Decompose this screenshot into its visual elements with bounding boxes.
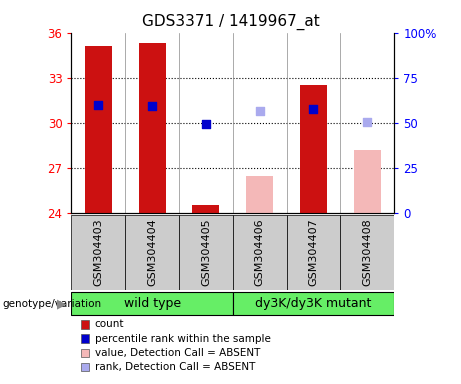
- Point: [310, 106, 317, 112]
- Point: [95, 102, 102, 108]
- Text: count: count: [95, 319, 124, 329]
- Bar: [340, 215, 394, 290]
- Text: GSM304408: GSM304408: [362, 218, 372, 286]
- Text: GDS3371 / 1419967_at: GDS3371 / 1419967_at: [142, 13, 319, 30]
- Bar: [233, 215, 287, 290]
- Text: rank, Detection Call = ABSENT: rank, Detection Call = ABSENT: [95, 362, 255, 372]
- Text: GSM304403: GSM304403: [93, 218, 103, 286]
- Point: [256, 108, 263, 114]
- Bar: [246, 175, 273, 213]
- Bar: [193, 205, 219, 213]
- Point: [364, 119, 371, 125]
- Text: percentile rank within the sample: percentile rank within the sample: [95, 334, 271, 344]
- Text: value, Detection Call = ABSENT: value, Detection Call = ABSENT: [95, 348, 260, 358]
- Bar: [139, 43, 165, 213]
- Bar: [71, 215, 125, 290]
- Bar: [300, 85, 327, 213]
- Bar: [125, 215, 179, 290]
- Text: dy3K/dy3K mutant: dy3K/dy3K mutant: [255, 297, 372, 310]
- Text: wild type: wild type: [124, 297, 181, 310]
- Bar: [287, 215, 340, 290]
- Bar: [85, 46, 112, 213]
- Text: GSM304405: GSM304405: [201, 218, 211, 286]
- Point: [148, 103, 156, 109]
- Text: GSM304406: GSM304406: [254, 218, 265, 286]
- Text: GSM304407: GSM304407: [308, 218, 319, 286]
- Bar: [354, 150, 381, 213]
- Bar: [233, 292, 394, 316]
- Text: genotype/variation: genotype/variation: [2, 299, 101, 309]
- Text: GSM304404: GSM304404: [147, 218, 157, 286]
- Bar: [179, 215, 233, 290]
- Text: ▶: ▶: [57, 297, 67, 310]
- Point: [202, 121, 210, 127]
- Bar: [71, 292, 233, 316]
